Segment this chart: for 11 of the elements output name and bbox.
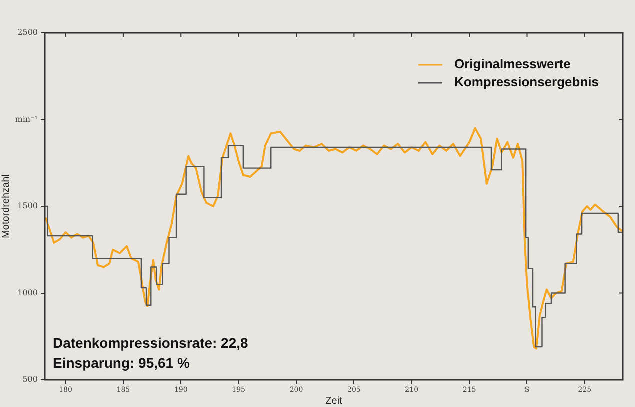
x-axis-title: Zeit xyxy=(326,396,343,407)
annotation: Einsparung: 95,61 % xyxy=(53,355,190,371)
y-tick-label: 2500 xyxy=(18,28,38,38)
y-tick-label: 500 xyxy=(22,375,38,384)
y-tick-label: 1500 xyxy=(18,202,38,211)
legend-label: Kompressionsergebnis xyxy=(454,74,600,90)
legend-label: Originalmesswerte xyxy=(454,56,571,72)
y-tick-label: min⁻¹ xyxy=(15,114,38,124)
y-tick-label: 1000 xyxy=(18,288,38,298)
y-axis-title: Motordrehzahl xyxy=(0,174,12,238)
annotation: Datenkompressionsrate: 22,8 xyxy=(53,335,249,351)
